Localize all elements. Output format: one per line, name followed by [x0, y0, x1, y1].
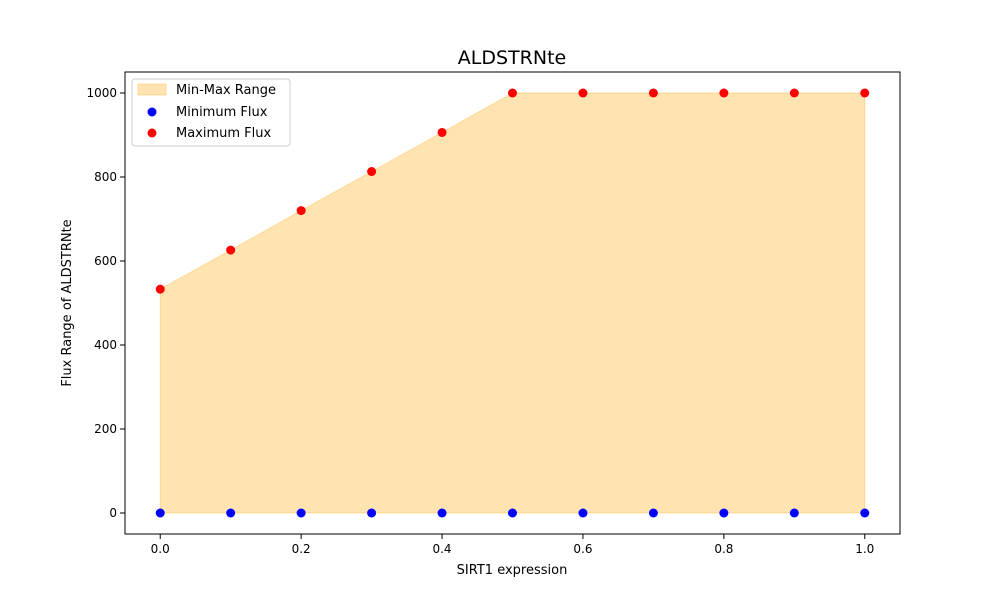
max-flux-point-10 — [860, 88, 870, 98]
y-axis-label: Flux Range of ALDSTRNte — [60, 219, 75, 386]
x-tick-label-0: 0.0 — [151, 542, 170, 556]
x-tick-label-3: 0.6 — [573, 542, 592, 556]
legend-swatch-min-max-range — [137, 83, 167, 96]
legend-box — [131, 78, 291, 147]
x-tick-label-2: 0.4 — [432, 542, 451, 556]
min-flux-point-7 — [648, 508, 658, 518]
x-tick-label-1: 0.2 — [292, 542, 311, 556]
min-flux-point-6 — [578, 508, 588, 518]
y-tick-label-5: 1000 — [86, 86, 117, 100]
min-flux-point-0 — [155, 508, 165, 518]
max-flux-point-9 — [789, 88, 799, 98]
x-axis-label: SIRT1 expression — [457, 563, 568, 578]
y-tick-label-4: 800 — [94, 170, 117, 184]
y-tick-label-2: 400 — [94, 338, 117, 352]
min-flux-point-5 — [508, 508, 517, 518]
min-flux-point-3 — [367, 508, 377, 518]
x-tick-label-4: 0.8 — [714, 542, 733, 556]
min-flux-point-1 — [226, 508, 236, 518]
legend-label-min-max-range: Min-Max Range — [176, 83, 276, 98]
max-flux-point-2 — [296, 206, 306, 216]
y-tick-label-1: 200 — [94, 422, 117, 436]
max-flux-point-6 — [578, 88, 588, 98]
plot-frame — [124, 71, 901, 535]
y-tick-label-0: 0 — [109, 506, 117, 520]
y-tick-label-3: 600 — [94, 254, 117, 268]
legend-label-minimum-flux: Minimum Flux — [176, 105, 268, 120]
min-flux-point-8 — [719, 508, 729, 518]
plot-area — [155, 88, 870, 518]
max-flux-point-1 — [226, 245, 236, 255]
min-flux-point-10 — [860, 508, 870, 518]
max-flux-point-4 — [437, 127, 447, 137]
legend-label-maximum-flux: Maximum Flux — [176, 126, 272, 141]
legend-marker-maximum-flux — [147, 128, 157, 138]
max-flux-point-3 — [367, 167, 377, 177]
min-flux-point-4 — [437, 508, 447, 518]
max-flux-point-7 — [648, 88, 658, 98]
max-flux-point-0 — [155, 284, 165, 294]
chart-title: ALDSTRNte — [458, 47, 566, 69]
legend: Min-Max Range Minimum Flux Maximum Flux — [131, 78, 291, 147]
axis-ticks: 0.0 0.2 0.4 0.6 0.8 1.0 0 200 400 600 800 1000 — [86, 86, 874, 556]
max-flux-point-5 — [508, 88, 517, 98]
min-flux-point-2 — [296, 508, 306, 518]
max-flux-point-8 — [719, 88, 729, 98]
legend-marker-minimum-flux — [147, 107, 157, 117]
x-tick-label-5: 1.0 — [855, 542, 874, 556]
min-flux-point-9 — [789, 508, 799, 518]
